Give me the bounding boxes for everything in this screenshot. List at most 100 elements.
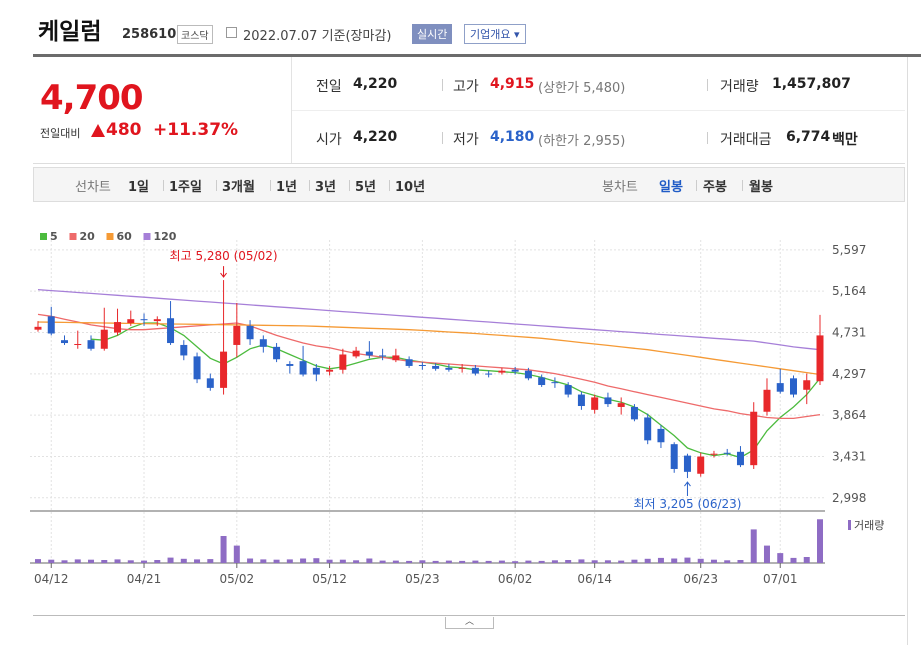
tab[interactable]: 월봉 <box>749 180 773 195</box>
candle-body <box>193 356 201 380</box>
volume-bar <box>61 560 68 563</box>
annotation: 최저 3,205 (06/23) <box>633 497 741 511</box>
candle-body <box>551 382 559 384</box>
candle-body <box>524 370 532 379</box>
moving-average <box>37 313 821 420</box>
x-tick-label: 05/12 <box>312 572 347 586</box>
candle-body <box>114 322 122 333</box>
candle-body <box>644 417 652 441</box>
candle-body <box>750 411 758 466</box>
volume-bar <box>644 558 651 563</box>
market-badge: 코스닥 <box>177 25 213 44</box>
legend-swatch <box>69 233 77 240</box>
candle-body <box>498 370 506 373</box>
candle-body <box>34 326 42 330</box>
candle-body <box>471 367 479 374</box>
candle-body <box>657 428 665 443</box>
candle-body <box>763 389 771 412</box>
candle-body <box>352 350 360 357</box>
volume-bar <box>260 559 267 563</box>
volume-bar <box>710 559 717 563</box>
tab-separator <box>389 180 390 191</box>
stat-value: 6,774 <box>786 129 831 145</box>
candle-body <box>339 354 347 370</box>
volume-bar <box>445 560 452 563</box>
volume-bar <box>326 559 333 563</box>
candle-body <box>127 319 135 324</box>
overview-label[interactable]: 기업개요 <box>470 28 511 41</box>
y-tick-label: 3,431 <box>832 449 866 463</box>
tab[interactable]: 일봉 <box>659 180 683 195</box>
moving-average <box>37 321 821 376</box>
volume-bar <box>803 557 810 563</box>
tab[interactable]: 1일 <box>128 180 150 195</box>
volume-bar <box>247 558 254 563</box>
x-tick-label: 04/21 <box>127 572 162 586</box>
volume-legend-swatch <box>848 520 851 530</box>
candle-body <box>299 361 307 375</box>
volume-bar <box>286 559 293 563</box>
legend-label: 20 <box>80 230 96 243</box>
tab[interactable]: 3년 <box>315 180 337 195</box>
stat-label: 시가 <box>316 132 342 148</box>
volume-bar <box>406 560 413 563</box>
x-tick-label: 06/14 <box>577 572 612 586</box>
volume-bar <box>273 559 280 563</box>
col-divider <box>442 79 443 91</box>
y-tick-label: 2,998 <box>832 491 866 505</box>
stat-value: 4,915 <box>490 76 535 92</box>
x-tick-label: 06/23 <box>683 572 718 586</box>
tab[interactable]: 5년 <box>355 180 377 195</box>
candle-body <box>379 355 387 357</box>
tab[interactable]: 주봉 <box>703 180 727 195</box>
volume-bar <box>684 557 691 563</box>
volume-legend: 거래량 <box>854 519 884 532</box>
volume-bar <box>432 560 439 563</box>
stat-value: 4,220 <box>353 76 398 92</box>
legend-label: 60 <box>117 230 133 243</box>
volume-bar <box>180 558 187 563</box>
volume-bar <box>485 560 492 563</box>
candle-body <box>604 397 612 405</box>
annotation-arrow <box>684 481 691 497</box>
tab-separator <box>216 180 217 191</box>
collapse-button[interactable]: ︿ <box>445 617 494 629</box>
tab[interactable]: 1주일 <box>169 180 202 195</box>
volume-bar <box>777 553 784 563</box>
tab[interactable]: 1년 <box>276 180 298 195</box>
stat-label: 고가 <box>453 79 479 95</box>
candle-body <box>312 367 320 375</box>
candle-body <box>789 378 797 395</box>
tab[interactable]: 3개월 <box>222 180 255 195</box>
stat-value: 1,457,807 <box>772 76 851 92</box>
volume-bar <box>154 560 161 563</box>
volume-bar <box>498 560 505 563</box>
volume-bar <box>339 559 346 563</box>
candle-body <box>100 329 108 349</box>
chart-bottom <box>33 615 905 616</box>
tab-separator <box>163 180 164 191</box>
stat-value: 4,220 <box>353 129 398 145</box>
volume-bar <box>472 560 479 563</box>
tab-separator <box>742 180 743 191</box>
candle-body <box>776 383 784 392</box>
candle-body <box>87 340 95 349</box>
candle-body <box>405 359 413 366</box>
candle-body <box>140 319 148 321</box>
volume-bar <box>525 560 532 563</box>
tab[interactable]: 10년 <box>395 180 426 195</box>
realtime-button[interactable]: 실시간 <box>412 24 453 44</box>
legend-label: 120 <box>154 230 177 243</box>
y-tick-label: 4,297 <box>832 367 866 381</box>
change-pct: +11.37% <box>153 120 239 140</box>
candle-body <box>458 367 466 369</box>
up-arrow <box>91 124 105 137</box>
candle-body <box>61 340 69 344</box>
candle-body <box>418 364 426 366</box>
stat-label: 거래대금 <box>720 132 772 148</box>
tab-separator <box>696 180 697 191</box>
volume-bar <box>353 560 360 563</box>
overview-button[interactable]: 기업개요 ▾ <box>464 24 526 44</box>
